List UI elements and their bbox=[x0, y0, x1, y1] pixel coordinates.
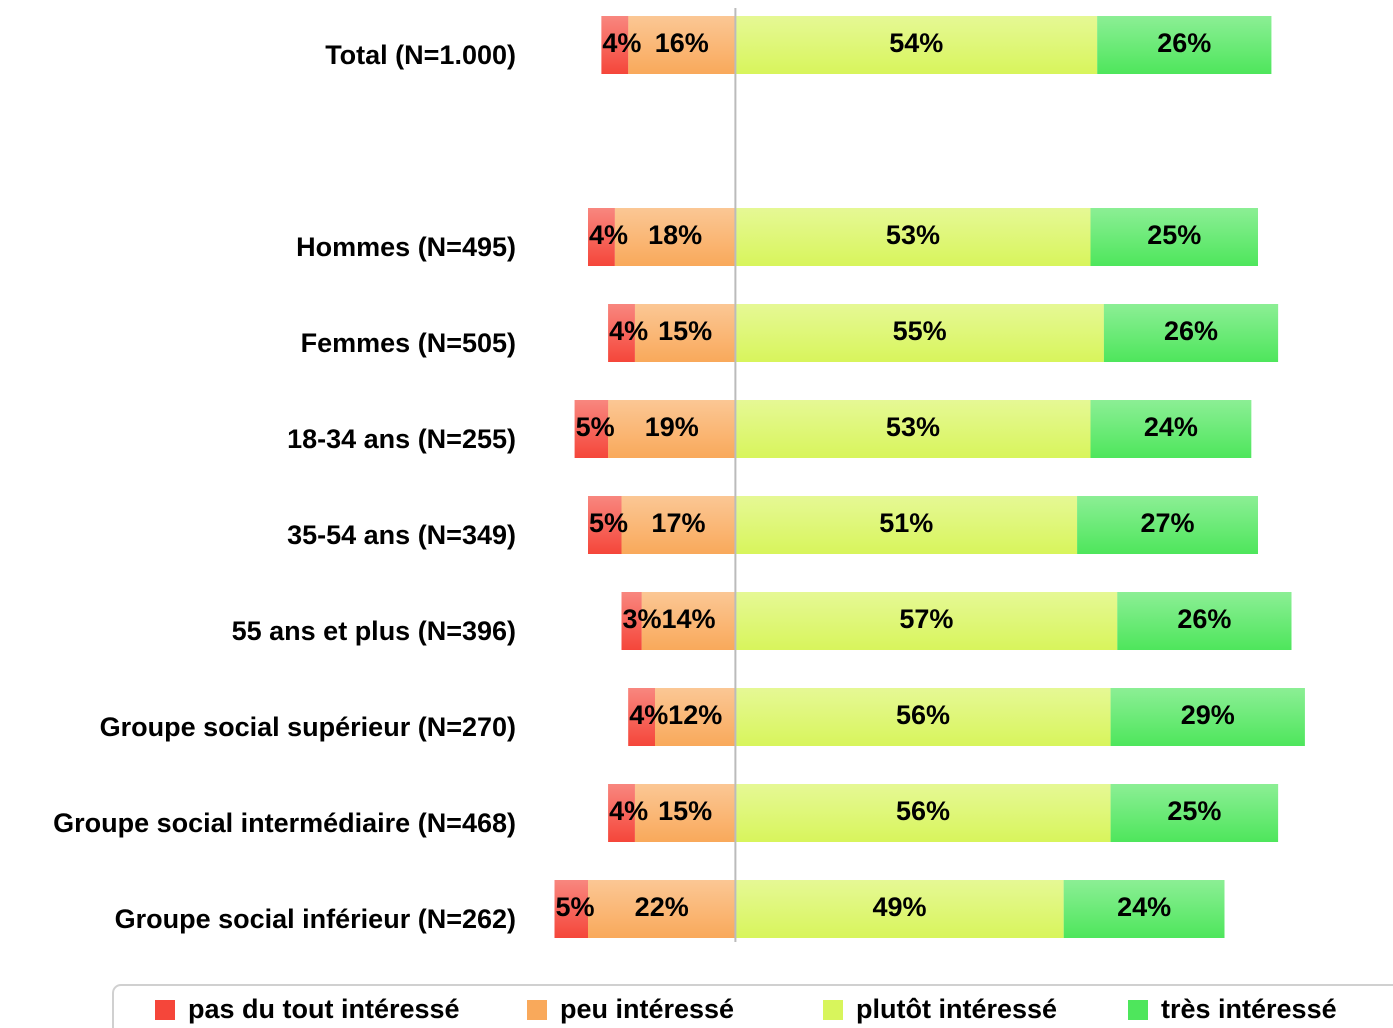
bar-shine bbox=[588, 496, 622, 554]
category-label: Groupe social supérieur (N=270) bbox=[100, 712, 516, 742]
category-label: Total (N=1.000) bbox=[325, 40, 516, 70]
data-label: 14% bbox=[661, 604, 715, 634]
bar-shine bbox=[641, 592, 736, 650]
legend-label: peu intéressé bbox=[560, 994, 734, 1024]
bar-shine bbox=[634, 304, 736, 362]
category-label: Groupe social inférieur (N=262) bbox=[115, 904, 516, 934]
legend-label: pas du tout intéressé bbox=[188, 994, 460, 1024]
data-label: 15% bbox=[658, 316, 712, 346]
category-label: Hommes (N=495) bbox=[296, 232, 516, 262]
bar-shine bbox=[735, 688, 1111, 746]
data-label: 24% bbox=[1144, 412, 1198, 442]
bar-shine bbox=[634, 784, 736, 842]
data-label: 26% bbox=[1164, 316, 1218, 346]
bar-shine bbox=[1077, 496, 1258, 554]
bar-shine bbox=[1090, 400, 1252, 458]
bar-shine bbox=[628, 688, 655, 746]
legend-box bbox=[112, 984, 1393, 1028]
bar-shine bbox=[628, 16, 736, 74]
data-label: 15% bbox=[658, 796, 712, 826]
bar-shine bbox=[621, 592, 642, 650]
data-label: 54% bbox=[889, 28, 943, 58]
legend-swatch bbox=[155, 1000, 175, 1020]
category-label: 55 ans et plus (N=396) bbox=[232, 616, 516, 646]
bar-shine bbox=[1110, 688, 1305, 746]
legend-swatch bbox=[823, 1000, 843, 1020]
data-label: 55% bbox=[893, 316, 947, 346]
bar-shine bbox=[601, 16, 629, 74]
data-label: 12% bbox=[668, 700, 722, 730]
bar-shine bbox=[735, 496, 1078, 554]
data-label: 57% bbox=[899, 604, 953, 634]
bar-shine bbox=[588, 880, 736, 938]
bar-shine bbox=[621, 496, 736, 554]
bar-shine bbox=[574, 400, 609, 458]
data-label: 17% bbox=[651, 508, 705, 538]
data-label: 16% bbox=[655, 28, 709, 58]
bar-shine bbox=[735, 784, 1111, 842]
data-label: 18% bbox=[648, 220, 702, 250]
data-label: 19% bbox=[645, 412, 699, 442]
bar-shine bbox=[608, 400, 736, 458]
data-label: 3% bbox=[623, 604, 662, 634]
data-label: 56% bbox=[896, 700, 950, 730]
bar-shine bbox=[735, 16, 1098, 74]
data-label: 5% bbox=[576, 412, 615, 442]
bar-shine bbox=[655, 688, 736, 746]
data-label: 53% bbox=[886, 220, 940, 250]
bar-shine bbox=[1117, 592, 1292, 650]
data-label: 22% bbox=[635, 892, 689, 922]
category-label: Groupe social intermédiaire (N=468) bbox=[53, 808, 516, 838]
data-label: 4% bbox=[609, 796, 648, 826]
data-label: 4% bbox=[589, 220, 628, 250]
bar-shine bbox=[588, 208, 615, 266]
bar-shine bbox=[1097, 16, 1272, 74]
data-label: 53% bbox=[886, 412, 940, 442]
data-label: 49% bbox=[873, 892, 927, 922]
legend-label: très intéressé bbox=[1161, 994, 1337, 1024]
bar-shine bbox=[735, 208, 1091, 266]
data-label: 5% bbox=[589, 508, 628, 538]
data-label: 56% bbox=[896, 796, 950, 826]
bar-shine bbox=[1063, 880, 1225, 938]
data-label: 27% bbox=[1141, 508, 1195, 538]
category-label: Femmes (N=505) bbox=[301, 328, 516, 358]
data-label: 4% bbox=[602, 28, 641, 58]
data-label: 25% bbox=[1147, 220, 1201, 250]
data-label: 51% bbox=[879, 508, 933, 538]
bar-shine bbox=[554, 880, 588, 938]
bar-shine bbox=[608, 784, 635, 842]
bar-shine bbox=[1110, 784, 1279, 842]
bar-shine bbox=[735, 880, 1064, 938]
bar-shine bbox=[614, 208, 736, 266]
category-label: 18-34 ans (N=255) bbox=[287, 424, 516, 454]
category-label: 35-54 ans (N=349) bbox=[287, 520, 516, 550]
legend-label: plutôt intéressé bbox=[856, 994, 1057, 1024]
legend-swatch bbox=[527, 1000, 547, 1020]
legend-swatch bbox=[1128, 1000, 1148, 1020]
data-label: 26% bbox=[1177, 604, 1231, 634]
data-label: 29% bbox=[1181, 700, 1235, 730]
data-label: 4% bbox=[609, 316, 648, 346]
bar-shine bbox=[735, 592, 1118, 650]
data-label: 4% bbox=[629, 700, 668, 730]
data-label: 5% bbox=[556, 892, 595, 922]
bar-shine bbox=[608, 304, 635, 362]
bar-shine bbox=[1103, 304, 1279, 362]
bar-shine bbox=[1090, 208, 1258, 266]
bar-shine bbox=[735, 400, 1091, 458]
data-label: 24% bbox=[1117, 892, 1171, 922]
data-label: 26% bbox=[1157, 28, 1211, 58]
bar-shine bbox=[735, 304, 1104, 362]
data-label: 25% bbox=[1167, 796, 1221, 826]
